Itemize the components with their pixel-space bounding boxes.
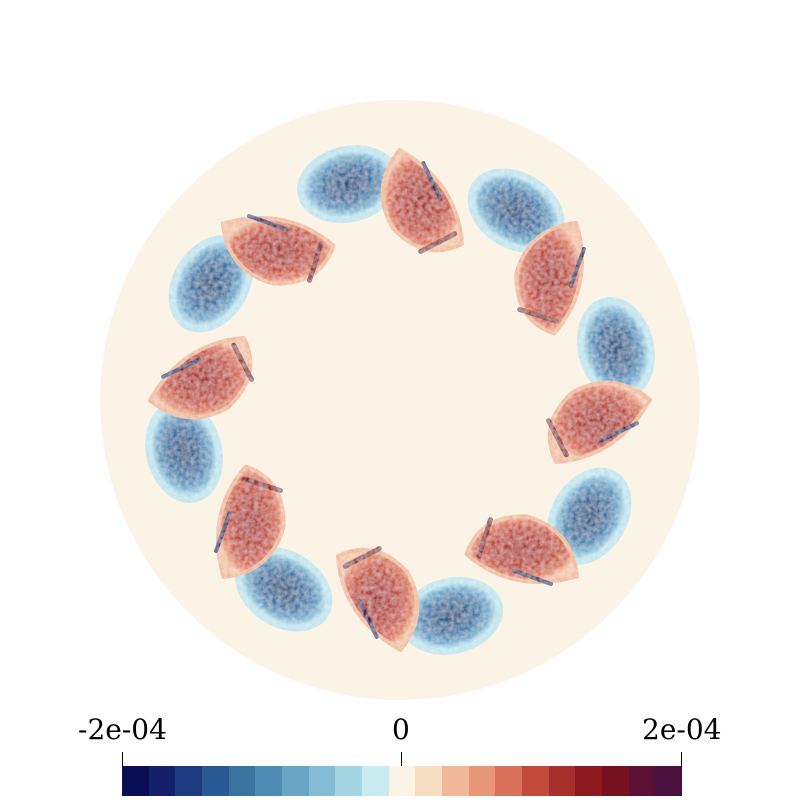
colorbar-swatch	[602, 766, 629, 796]
dark-blue-streak	[247, 214, 289, 232]
colorbar-swatch	[468, 766, 496, 796]
dark-blue-streak	[161, 357, 202, 379]
colorbar-swatch	[122, 766, 149, 796]
vortex-ring	[145, 145, 655, 655]
colorbar-swatch	[362, 766, 389, 796]
colorbar-tick-mid	[401, 752, 402, 774]
colorbar-min-label: -2e-04	[78, 713, 167, 746]
colorbar-swatch	[335, 766, 363, 796]
blue-vortex-cell	[473, 174, 559, 248]
dark-blue-streak	[357, 598, 379, 639]
colorbar-swatch	[175, 766, 203, 796]
red-swirl-arm	[380, 148, 465, 253]
blue-vortex-cell	[303, 151, 394, 217]
dark-red-streak	[546, 418, 569, 458]
dark-red-streak	[476, 517, 493, 559]
red-swirl-arm	[514, 220, 584, 336]
colorbar-max-label: 2e-04	[642, 713, 722, 746]
blue-vortex-cell	[583, 303, 649, 394]
colorbar-mid-label: 0	[392, 713, 410, 746]
colorbar-swatch	[495, 766, 523, 796]
colorbar-tick-min	[122, 752, 123, 774]
colorbar-swatch	[415, 766, 443, 796]
colorbar-swatch	[522, 766, 549, 796]
colorbar-swatch	[282, 766, 309, 796]
dark-blue-streak	[598, 421, 639, 443]
dark-red-streak	[307, 241, 324, 283]
red-swirl-arm	[547, 380, 652, 465]
colorbar-swatch	[442, 766, 469, 796]
dark-red-streak	[418, 231, 458, 254]
dark-blue-streak	[421, 161, 443, 202]
dark-red-streak	[517, 307, 559, 324]
dark-red-streak	[231, 342, 254, 382]
blue-vortex-cell	[174, 241, 248, 327]
blue-vortex-cell	[241, 552, 327, 626]
dark-red-streak	[342, 546, 382, 569]
colorbar-swatch	[255, 766, 283, 796]
colorbar-swatch	[202, 766, 229, 796]
colorbar	[122, 766, 683, 796]
dark-red-streak	[241, 476, 283, 493]
blue-vortex-cell	[552, 473, 626, 559]
dark-blue-streak	[214, 511, 232, 553]
blue-vortex-cell	[406, 583, 497, 649]
red-swirl-arm	[216, 464, 286, 580]
dark-blue-streak	[511, 568, 553, 586]
colorbar-swatch	[388, 766, 416, 796]
colorbar-swatch	[628, 766, 656, 796]
colorbar-swatch	[228, 766, 256, 796]
dark-blue-streak	[568, 247, 586, 289]
colorbar-swatch	[655, 766, 683, 796]
blue-vortex-cell	[151, 406, 217, 497]
colorbar-swatch	[148, 766, 176, 796]
red-swirl-arm	[220, 216, 336, 286]
colorbar-tick-max	[681, 752, 682, 774]
red-swirl-arm	[464, 514, 580, 584]
colorbar-swatch	[548, 766, 576, 796]
red-swirl-arm	[148, 335, 253, 420]
red-swirl-arm	[335, 547, 420, 652]
colorbar-swatch	[308, 766, 336, 796]
colorbar-swatch	[575, 766, 603, 796]
